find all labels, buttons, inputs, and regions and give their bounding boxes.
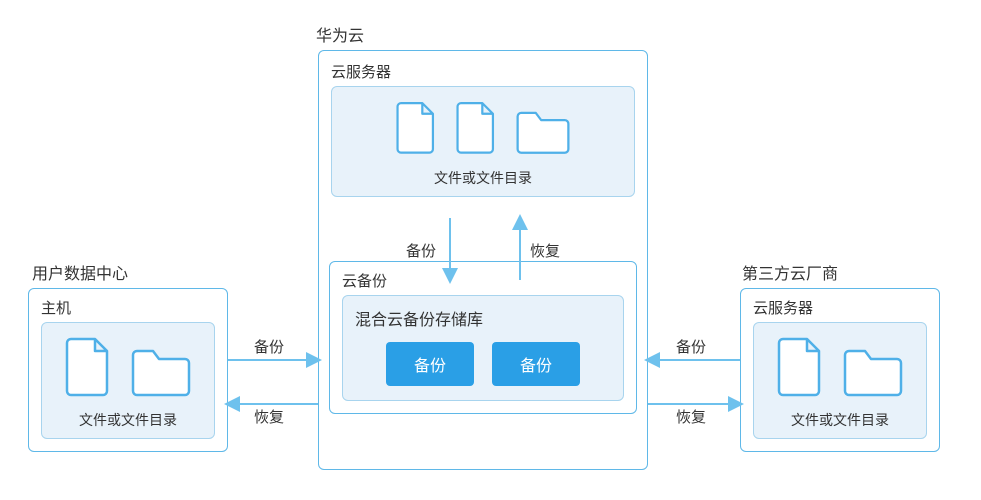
- storage-panel: 混合云备份存储库 备份 备份: [342, 295, 624, 401]
- folder-icon: [129, 345, 193, 402]
- file-icon: [394, 99, 440, 160]
- huawei-cloud-box: 云服务器 文件或文件目录 云备份 混合云备份存储库 备份 备份: [318, 50, 648, 470]
- file-icon: [63, 335, 115, 402]
- arrow-label-left-restore: 恢复: [254, 406, 284, 427]
- right-section-title: 第三方云厂商: [742, 260, 838, 284]
- right-server-box: 云服务器 文件或文件目录: [740, 288, 940, 452]
- cloud-server-title: 云服务器: [319, 51, 647, 86]
- cloud-server-panel: 文件或文件目录: [331, 86, 635, 197]
- backup-tile-1: 备份: [386, 342, 474, 386]
- right-file-panel: 文件或文件目录: [753, 322, 927, 439]
- arrow-label-left-backup: 备份: [254, 336, 284, 357]
- cloud-backup-box: 云备份 混合云备份存储库 备份 备份: [329, 261, 637, 414]
- arrow-label-mid-backup: 备份: [406, 240, 436, 261]
- cloud-server-caption: 文件或文件目录: [434, 168, 532, 188]
- left-host-box: 主机 文件或文件目录: [28, 288, 228, 452]
- arrow-label-right-backup: 备份: [676, 336, 706, 357]
- file-icon: [775, 335, 827, 402]
- left-host-title: 主机: [29, 289, 227, 322]
- folder-icon: [841, 345, 905, 402]
- file-icon: [454, 99, 500, 160]
- arrow-label-mid-restore: 恢复: [530, 240, 560, 261]
- storage-title: 混合云备份存储库: [355, 306, 611, 330]
- backup-tile-2: 备份: [492, 342, 580, 386]
- left-file-panel: 文件或文件目录: [41, 322, 215, 439]
- left-section-title: 用户数据中心: [32, 260, 128, 284]
- folder-icon: [514, 107, 572, 160]
- right-panel-caption: 文件或文件目录: [791, 410, 889, 430]
- left-panel-caption: 文件或文件目录: [79, 410, 177, 430]
- center-section-title: 华为云: [316, 22, 364, 46]
- arrow-label-right-restore: 恢复: [676, 406, 706, 427]
- cloud-backup-title: 云备份: [330, 262, 636, 295]
- right-server-title: 云服务器: [741, 289, 939, 322]
